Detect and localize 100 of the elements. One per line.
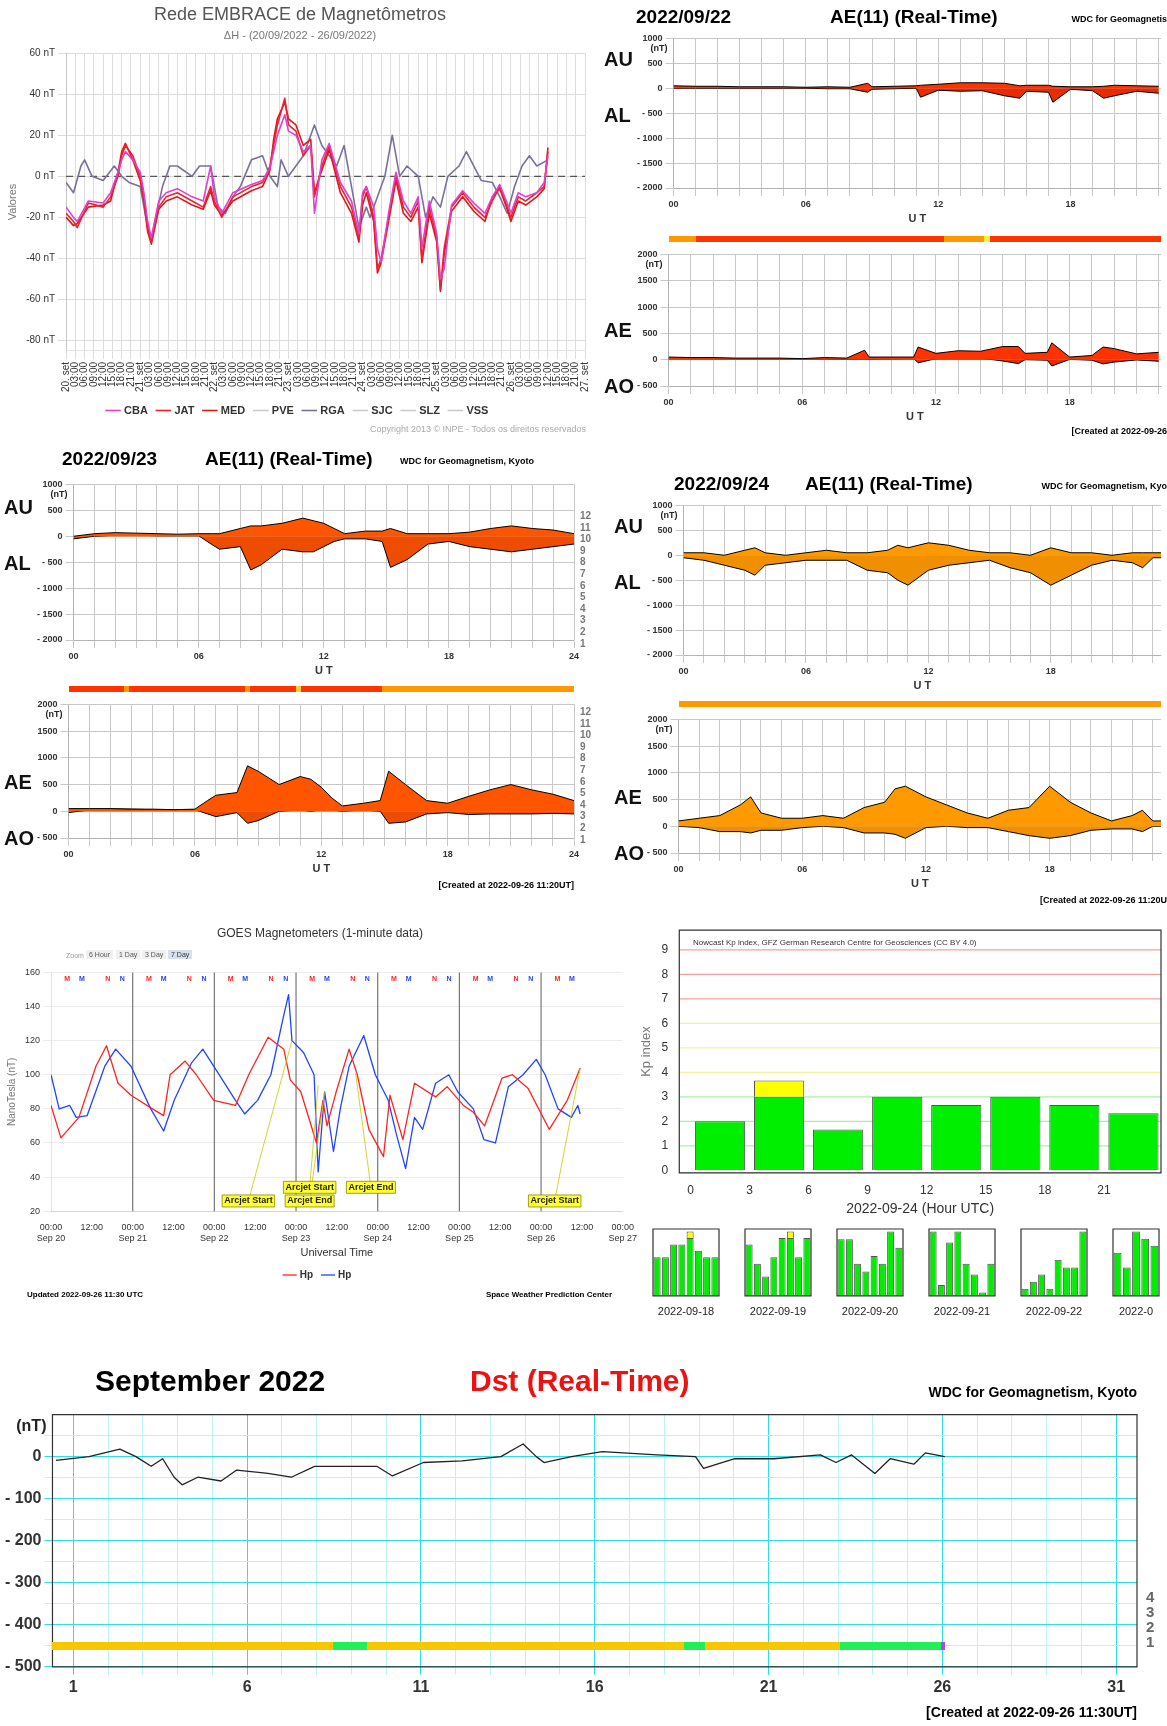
x-tick-label: 18:00: [115, 361, 127, 388]
x-tick-label: 12:00: [162, 1222, 185, 1233]
y-tick-label: - 1000: [36, 582, 63, 593]
x-tick-label: 06:00: [374, 361, 386, 388]
series-label: AO: [4, 826, 34, 849]
text: 3: [580, 614, 586, 626]
x-tick-label: 00: [63, 848, 74, 859]
text: 12: [580, 706, 592, 717]
x-tick-label: 09:00: [384, 361, 396, 388]
y-tick-label: 1000: [42, 478, 63, 489]
x-axis-title: U T: [312, 862, 331, 875]
x-tick-label: 06:00: [449, 361, 461, 388]
y-tick-label: - 2000: [646, 649, 673, 660]
text: AL: [4, 551, 31, 574]
x-tick-label: 15:00: [328, 361, 340, 388]
text: AU: [604, 47, 633, 70]
y-tick-label: 500: [47, 504, 63, 515]
text: 6: [580, 579, 586, 591]
x-tick-label: 9: [864, 1183, 872, 1198]
text: 4: [580, 602, 586, 614]
text: 7: [580, 764, 586, 775]
text: Updated 2022-09-26 11:30 UTC: [27, 1290, 144, 1299]
y-tick-label: - 500: [642, 107, 663, 118]
text: WDC for Geomagnetism, Kyoto: [400, 456, 535, 466]
x-tick-label: 12: [316, 848, 327, 859]
x-tick-label: 03:00: [365, 361, 377, 388]
x-tick-label: 00:00 Sep 27: [608, 1222, 637, 1243]
x-tick-label: 0: [687, 1183, 695, 1198]
y-tick-label: - 2000: [36, 634, 63, 645]
y-tick-label: 0: [32, 1447, 42, 1465]
chart-title: September 2022: [95, 1364, 326, 1398]
x-tick-label: 12:00: [488, 1222, 512, 1233]
y-tick-label: - 1500: [36, 608, 63, 619]
y-tick-label: 9: [661, 942, 669, 957]
x-tick-label: 03:00: [513, 361, 525, 388]
text: WDC for Geomagnetism, Kyo: [1041, 481, 1167, 491]
chart-subtitle: AE(11) (Real-Time): [805, 473, 973, 495]
x-tick-label: 06:00: [78, 361, 90, 388]
x-tick-label: 21:00: [421, 361, 433, 388]
y-tick-label: 0: [661, 1162, 669, 1177]
x-tick-label: 1: [68, 1677, 78, 1695]
series-label: AE: [614, 785, 642, 808]
text: 9: [580, 740, 586, 752]
x-tick-label: 21:00: [272, 361, 284, 388]
y-tick-label: 100: [24, 1069, 41, 1080]
x-tick-label: 18: [1045, 665, 1056, 676]
y-tick-label: - 500: [42, 556, 63, 567]
x-tick-label: 18: [1044, 863, 1055, 874]
y-tick-label: -80 nT: [26, 334, 56, 346]
y-tick-label: 0: [652, 354, 658, 365]
y-tick-label: 1500: [647, 740, 668, 751]
text: 9: [580, 544, 586, 556]
y-tick-label: 1000: [637, 301, 658, 312]
x-tick-label: 09:00: [532, 361, 544, 388]
x-tick-label: 15:00: [402, 361, 414, 388]
series-label: AO: [614, 841, 644, 864]
x-tick-label: 12:00: [243, 1222, 267, 1233]
chart-subtitle: AE(11) (Real-Time): [205, 448, 373, 470]
y-tick-label: - 1000: [636, 132, 663, 143]
x-tick-label: 18: [1038, 1183, 1052, 1198]
y-tick-label: - 500: [647, 847, 668, 858]
text: 6: [580, 775, 586, 787]
y-tick-label: - 500: [37, 832, 58, 843]
x-tick-label: 00:00 Sep 23: [281, 1222, 311, 1243]
y-tick-label: 160: [24, 966, 41, 977]
y-axis-title: Valores: [5, 183, 18, 221]
text: 5: [580, 787, 586, 799]
x-tick-label: 18: [1064, 396, 1075, 407]
x-tick-label: 18:00: [337, 361, 349, 388]
y-tick-label: - 1500: [636, 157, 663, 168]
x-tick-label: 24: [568, 650, 580, 661]
y-tick-label: 0: [52, 805, 58, 816]
x-axis-title: 2022-09-22: [1025, 1305, 1083, 1318]
x-tick-label: 27. set: [578, 361, 590, 393]
y-tick-label: 0 nT: [35, 170, 56, 182]
y-tick-label: 140: [24, 1001, 41, 1011]
legend-label: Hp: [299, 1268, 314, 1280]
y-tick-label: 500: [642, 327, 658, 338]
x-tick-label: 06:00: [226, 361, 238, 388]
x-tick-label: 03:00: [69, 361, 81, 388]
x-tick-label: 00: [663, 396, 674, 407]
x-tick-label: 06:00: [152, 361, 164, 388]
x-tick-label: 23. set: [282, 361, 294, 393]
chart-title: 2022/09/23: [62, 448, 158, 470]
x-tick-label: 24: [568, 848, 580, 859]
y-tick-label: - 400: [5, 1615, 42, 1633]
y-tick-label: - 1500: [646, 624, 673, 635]
x-tick-label: 00:00 Sep 26: [526, 1222, 556, 1243]
text: [Created at 2022-09-26 11:30UT]: [926, 1704, 1137, 1720]
y-axis-title: (nT): [650, 43, 668, 54]
x-tick-label: 18: [443, 650, 454, 661]
x-tick-label: 21:00: [124, 361, 136, 388]
x-tick-label: 03:00: [143, 361, 155, 388]
x-tick-label: 18:00: [189, 361, 201, 388]
y-tick-label: 500: [657, 524, 673, 535]
x-axis-title: U T: [314, 664, 333, 677]
y-tick-label: -20 nT: [26, 211, 56, 223]
y-tick-label: - 500: [637, 380, 658, 391]
x-tick-label: 18: [442, 848, 453, 859]
text: Copyright 2013 © INPE - Todos os direitos reservados: [369, 424, 586, 434]
